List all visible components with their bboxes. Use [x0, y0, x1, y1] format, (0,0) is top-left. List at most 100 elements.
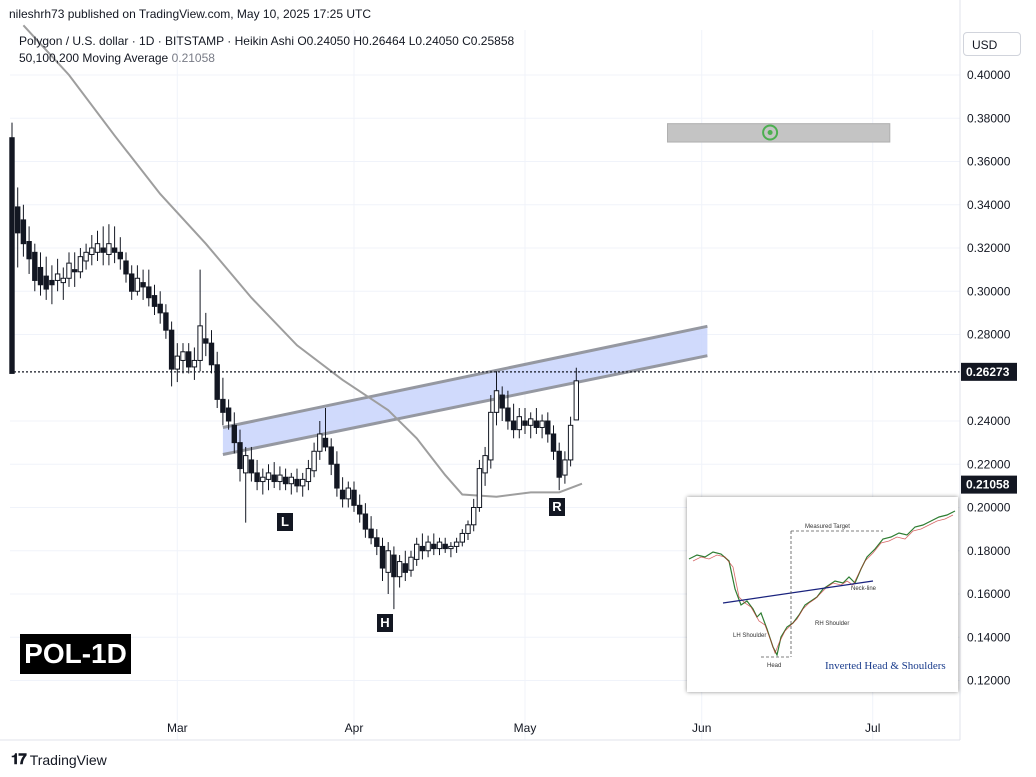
ma-legend[interactable]: 50,100,200 Moving Average 0.21058	[19, 51, 215, 65]
y-tick-label: 0.18000	[967, 544, 1011, 558]
candle-body	[197, 325, 203, 361]
y-tick-label: 0.28000	[967, 328, 1011, 342]
candle-body	[60, 277, 66, 284]
target-icon	[762, 124, 779, 141]
candle-body	[288, 476, 295, 485]
candle-body	[15, 206, 21, 234]
candle-body	[471, 507, 477, 526]
candle-body	[77, 256, 84, 273]
candle-body	[374, 537, 380, 547]
candle-body	[322, 437, 329, 448]
y-tick-label: 0.22000	[967, 457, 1011, 471]
candle-body	[208, 342, 215, 366]
candle-body	[391, 554, 397, 578]
candle-body	[345, 487, 352, 500]
candle-body	[528, 418, 534, 426]
candle-body	[134, 277, 141, 292]
candle-body	[516, 416, 522, 431]
candle-body	[49, 279, 55, 286]
candle-body	[157, 303, 163, 314]
current-price-label: 0.26273	[966, 365, 1010, 379]
candle-body	[493, 390, 500, 413]
y-tick-label: 0.34000	[967, 198, 1011, 212]
candle-body	[225, 407, 232, 422]
candle-body	[72, 269, 78, 273]
target-zone[interactable]	[667, 123, 891, 143]
tradingview-logo-text: TradingView	[29, 751, 107, 768]
ma-price-label-bg	[961, 475, 1017, 494]
inset-caption: Inverted Head & Shoulders	[825, 660, 946, 672]
candle-body	[362, 513, 369, 530]
candle-body	[117, 251, 123, 260]
ma-price-label: 0.21058	[966, 478, 1010, 492]
ma-legend-label: 50,100,200 Moving Average	[19, 51, 169, 65]
y-tick-label: 0.30000	[967, 284, 1011, 298]
candle-body	[459, 532, 466, 543]
y-tick-label: 0.36000	[967, 155, 1011, 169]
candle-body	[180, 351, 186, 361]
candle-body	[522, 420, 528, 426]
candle-body	[482, 455, 488, 474]
x-tick-label: Jul	[865, 721, 880, 735]
inset-price-path	[688, 510, 956, 657]
candle-body	[573, 380, 579, 421]
y-tick-label: 0.20000	[967, 501, 1011, 515]
candle-body	[277, 474, 283, 483]
candle-body	[419, 545, 426, 552]
candle-body	[442, 543, 448, 550]
candle-body	[436, 541, 443, 550]
candle-body	[448, 545, 454, 550]
y-axis[interactable]: 0.40000 0.38000 0.36000 0.34000 0.32000 0.300…	[959, 0, 1011, 740]
candle-body	[237, 442, 243, 470]
candle-body	[111, 247, 118, 253]
candle-body	[174, 355, 181, 370]
y-tick-label: 0.32000	[967, 241, 1011, 255]
candle-body	[311, 450, 317, 472]
x-tick-label: Jun	[692, 721, 711, 735]
candle-body	[545, 420, 551, 435]
candle-body	[282, 476, 289, 485]
candle-body	[54, 273, 61, 281]
tradingview-branding[interactable]: 𝟏𝟕 TradingView	[11, 751, 107, 768]
candle-body	[129, 273, 135, 292]
candle-body	[431, 543, 437, 550]
candle-body	[476, 468, 483, 509]
candle-body	[499, 394, 505, 409]
candle-body	[163, 312, 169, 331]
candle-body	[220, 398, 226, 413]
ma-legend-value: 0.21058	[171, 51, 215, 65]
candle-body	[106, 243, 112, 255]
candle-body	[488, 411, 494, 461]
candle-body	[550, 433, 557, 452]
candle-body	[151, 295, 158, 307]
currency-button[interactable]: USD	[963, 32, 1021, 56]
candle-body	[26, 241, 32, 260]
candle-body	[294, 478, 300, 487]
price-lines: 0.26273 0.21058	[10, 362, 1017, 494]
candle-body	[140, 282, 146, 288]
candlestick-series	[9, 122, 579, 610]
candle-body	[9, 137, 15, 374]
head-label: H	[377, 614, 393, 632]
inset-neckline-label: Neck-line	[851, 586, 877, 592]
y-tick-label: 0.38000	[967, 111, 1011, 125]
neckline-channel[interactable]	[222, 324, 708, 456]
y-tick-label: 0.40000	[967, 68, 1011, 82]
y-tick-label: 0.24000	[967, 414, 1011, 428]
candle-body	[123, 260, 129, 275]
tradingview-logo-icon: 𝟏𝟕	[11, 751, 27, 768]
left-shoulder-label: L	[277, 513, 293, 531]
candle-body	[505, 407, 511, 422]
candle-body	[20, 219, 27, 245]
published-line: nileshrh73 published on TradingView.com,…	[9, 7, 371, 21]
candle-body	[556, 450, 562, 478]
candle-body	[100, 247, 106, 253]
symbol-legend[interactable]: Polygon / U.S. dollar · 1D · BITSTAMP · …	[19, 34, 515, 48]
current-price-label-bg	[961, 362, 1017, 381]
candle-body	[539, 420, 545, 428]
candle-body	[37, 266, 44, 286]
moving-average-path	[22, 24, 583, 498]
candle-body	[43, 275, 49, 290]
moving-average-line	[22, 24, 583, 498]
